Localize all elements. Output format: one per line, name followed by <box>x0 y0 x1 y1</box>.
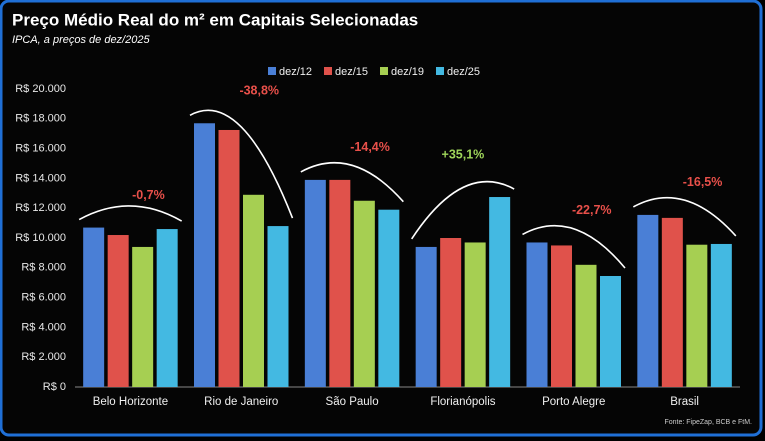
chart-subtitle: IPCA, a preços de dez/2025 <box>12 34 150 46</box>
x-tick-label: Belo Horizonte <box>93 396 168 408</box>
x-tick-label: Porto Alegre <box>542 396 605 408</box>
bar <box>575 264 597 387</box>
y-tick-label: R$ 16.000 <box>15 143 66 155</box>
x-tick-label: Brasil <box>670 396 699 408</box>
bar <box>218 129 240 387</box>
change-annotation: -38,8% <box>239 84 279 98</box>
bar <box>637 214 659 387</box>
change-annotation: +35,1% <box>442 147 485 161</box>
bar <box>132 246 154 387</box>
bar <box>600 275 621 387</box>
legend-label: dez/15 <box>335 66 368 78</box>
change-annotation: -14,4% <box>350 140 390 154</box>
legend-swatch <box>324 67 332 75</box>
bar <box>194 123 215 388</box>
change-annotation: -0,7% <box>132 188 165 202</box>
bar <box>378 209 400 387</box>
y-tick-label: R$ 12.000 <box>15 202 66 214</box>
trend-arc <box>632 196 737 237</box>
trend-arc <box>78 205 183 222</box>
bar <box>489 197 511 387</box>
y-tick-label: R$ 20.000 <box>15 83 66 95</box>
bar <box>83 227 105 387</box>
legend-swatch <box>268 67 276 75</box>
y-tick-label: R$ 14.000 <box>15 172 66 184</box>
y-tick-label: R$ 4.000 <box>21 321 66 333</box>
x-tick-label: Florianópolis <box>430 396 495 408</box>
trend-arc <box>410 180 515 240</box>
trend-arc <box>522 224 626 269</box>
bar <box>440 238 462 387</box>
x-tick-label: Rio de Janeiro <box>204 396 278 408</box>
x-tick-label: São Paulo <box>326 396 379 408</box>
legend-label: dez/12 <box>279 66 312 78</box>
legend-label: dez/25 <box>447 66 480 78</box>
bar <box>686 244 708 387</box>
bar <box>353 200 375 387</box>
y-tick-label: R$ 0 <box>43 381 66 393</box>
bar <box>661 217 683 387</box>
source-note: Fonte: FipeZap, BCB e FtM. <box>664 419 752 426</box>
chart-title: Preço Médio Real do m² em Capitais Selec… <box>12 10 418 29</box>
change-annotation: -16,5% <box>683 175 723 189</box>
legend-swatch <box>380 67 388 75</box>
trend-arc <box>189 109 294 219</box>
y-tick-label: R$ 18.000 <box>15 113 66 125</box>
change-annotation: -22,7% <box>572 203 612 217</box>
bar <box>415 246 437 387</box>
bar <box>526 242 548 387</box>
bar <box>710 243 732 387</box>
bar <box>329 179 351 387</box>
y-tick-label: R$ 2.000 <box>21 351 66 363</box>
bar <box>107 235 129 387</box>
bar <box>156 229 178 387</box>
y-tick-label: R$ 10.000 <box>15 232 66 244</box>
y-tick-label: R$ 8.000 <box>21 262 66 274</box>
legend-swatch <box>436 67 444 75</box>
bar <box>464 242 486 387</box>
bar <box>267 226 289 387</box>
y-tick-label: R$ 6.000 <box>21 292 66 304</box>
bar <box>304 179 326 387</box>
bar <box>551 245 572 387</box>
trend-arc <box>300 161 404 203</box>
bar <box>243 194 264 387</box>
legend-label: dez/19 <box>391 66 424 78</box>
